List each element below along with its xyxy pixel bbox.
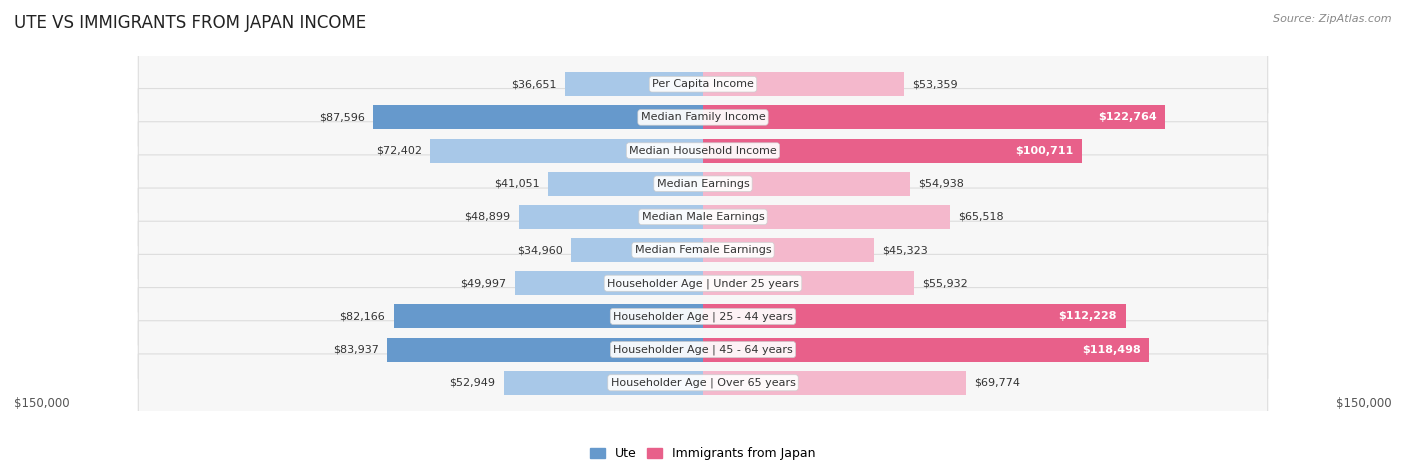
Text: $82,166: $82,166 [339, 311, 385, 321]
FancyBboxPatch shape [138, 354, 1268, 411]
Text: Median Earnings: Median Earnings [657, 179, 749, 189]
Text: Median Female Earnings: Median Female Earnings [634, 245, 772, 255]
Bar [571, 238, 703, 262]
Bar [703, 205, 949, 229]
FancyBboxPatch shape [138, 321, 1268, 378]
Text: Median Household Income: Median Household Income [628, 146, 778, 156]
FancyBboxPatch shape [138, 255, 1268, 312]
Bar [387, 338, 703, 361]
Bar [519, 205, 703, 229]
Bar [703, 304, 1126, 328]
Text: Source: ZipAtlas.com: Source: ZipAtlas.com [1274, 14, 1392, 24]
FancyBboxPatch shape [138, 122, 1268, 179]
Bar [703, 72, 904, 96]
Text: $48,899: $48,899 [464, 212, 510, 222]
Text: $34,960: $34,960 [517, 245, 562, 255]
Bar [373, 106, 703, 129]
Text: $87,596: $87,596 [319, 113, 364, 122]
Text: UTE VS IMMIGRANTS FROM JAPAN INCOME: UTE VS IMMIGRANTS FROM JAPAN INCOME [14, 14, 366, 32]
Bar [703, 271, 914, 295]
FancyBboxPatch shape [138, 288, 1268, 345]
Text: $150,000: $150,000 [1336, 397, 1392, 410]
Text: Per Capita Income: Per Capita Income [652, 79, 754, 89]
Text: $72,402: $72,402 [375, 146, 422, 156]
Text: Householder Age | 25 - 44 years: Householder Age | 25 - 44 years [613, 311, 793, 322]
Text: $69,774: $69,774 [974, 378, 1021, 388]
Bar [703, 172, 910, 196]
Text: $53,359: $53,359 [912, 79, 957, 89]
Bar [703, 338, 1149, 361]
Text: Householder Age | 45 - 64 years: Householder Age | 45 - 64 years [613, 344, 793, 355]
FancyBboxPatch shape [138, 56, 1268, 113]
Text: $150,000: $150,000 [14, 397, 70, 410]
Text: $118,498: $118,498 [1081, 345, 1140, 354]
Bar [430, 139, 703, 163]
FancyBboxPatch shape [138, 221, 1268, 279]
Text: $41,051: $41,051 [495, 179, 540, 189]
Text: $55,932: $55,932 [922, 278, 967, 288]
Bar [703, 371, 966, 395]
Text: $112,228: $112,228 [1059, 311, 1116, 321]
Text: Householder Age | Over 65 years: Householder Age | Over 65 years [610, 377, 796, 388]
Text: $36,651: $36,651 [510, 79, 557, 89]
Bar [503, 371, 703, 395]
Text: $83,937: $83,937 [333, 345, 378, 354]
Text: $54,938: $54,938 [918, 179, 965, 189]
FancyBboxPatch shape [138, 89, 1268, 146]
Bar [515, 271, 703, 295]
Text: $49,997: $49,997 [460, 278, 506, 288]
Text: $65,518: $65,518 [957, 212, 1004, 222]
Bar [703, 106, 1166, 129]
Bar [703, 238, 873, 262]
Bar [565, 72, 703, 96]
Text: $45,323: $45,323 [882, 245, 928, 255]
Text: $100,711: $100,711 [1015, 146, 1074, 156]
Bar [548, 172, 703, 196]
Text: Median Family Income: Median Family Income [641, 113, 765, 122]
Bar [703, 139, 1083, 163]
FancyBboxPatch shape [138, 188, 1268, 246]
Legend: Ute, Immigrants from Japan: Ute, Immigrants from Japan [585, 442, 821, 465]
Text: Median Male Earnings: Median Male Earnings [641, 212, 765, 222]
FancyBboxPatch shape [138, 155, 1268, 212]
Text: $122,764: $122,764 [1098, 113, 1157, 122]
Bar [394, 304, 703, 328]
Text: $52,949: $52,949 [449, 378, 495, 388]
Text: Householder Age | Under 25 years: Householder Age | Under 25 years [607, 278, 799, 289]
